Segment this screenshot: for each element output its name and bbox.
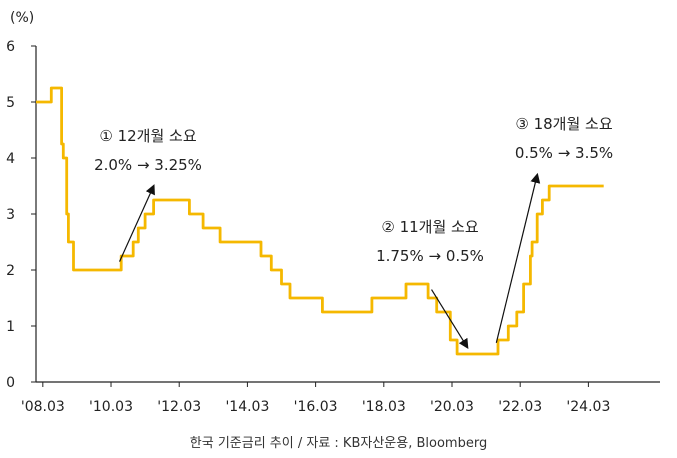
- annotation-range: 1.75% → 0.5%: [376, 247, 484, 265]
- x-tick-label: '10.03: [89, 399, 133, 415]
- y-tick-label: 3: [6, 207, 15, 223]
- axes: [35, 46, 660, 383]
- y-tick-label: 5: [6, 95, 15, 111]
- annotation-2: ② 11개월 소요 1.75% → 0.5%: [376, 218, 484, 349]
- x-tick-label: '16.03: [294, 399, 338, 415]
- y-tick-label: 6: [6, 39, 15, 55]
- annotation-3: ③ 18개월 소요 0.5% → 3.5%: [495, 115, 613, 343]
- annotation-range: 0.5% → 3.5%: [515, 144, 613, 162]
- x-tick-label: '20.03: [430, 399, 474, 415]
- source-note: 한국 기준금리 추이 / 자료 : KB자산운용, Bloomberg: [189, 436, 488, 451]
- x-ticks: '08.03 '10.03 '12.03 '14.03 '16.03 '18.03 '20.…: [21, 382, 610, 415]
- annotation-arrow: [118, 184, 155, 262]
- annotation-duration: ② 11개월 소요: [381, 218, 478, 236]
- y-ticks: 0 1 2 3 4 5 6: [6, 39, 36, 391]
- series-layer: [36, 86, 604, 356]
- x-tick-label: '14.03: [225, 399, 269, 415]
- y-axis-unit-label: (%): [10, 10, 34, 26]
- y-tick-label: 0: [6, 375, 15, 391]
- annotation-1: ① 12개월 소요 2.0% → 3.25%: [94, 127, 202, 262]
- y-tick-label: 4: [6, 151, 15, 167]
- x-tick-label: '24.03: [566, 399, 610, 415]
- annotation-duration: ① 12개월 소요: [99, 127, 196, 145]
- annotation-arrow: [495, 172, 541, 343]
- annotation-range: 2.0% → 3.25%: [94, 156, 202, 174]
- y-tick-label: 2: [6, 263, 15, 279]
- annotation-arrow: [431, 289, 469, 349]
- x-tick-label: '18.03: [362, 399, 406, 415]
- y-tick-label: 1: [6, 319, 15, 335]
- annotation-duration: ③ 18개월 소요: [515, 115, 612, 133]
- x-tick-label: '22.03: [498, 399, 542, 415]
- rate-line: [36, 86, 604, 356]
- x-tick-label: '12.03: [157, 399, 201, 415]
- x-tick-label: '08.03: [21, 399, 65, 415]
- annotation-layer: ① 12개월 소요 2.0% → 3.25% ② 11개월 소요 1.75% → 0.…: [94, 115, 613, 349]
